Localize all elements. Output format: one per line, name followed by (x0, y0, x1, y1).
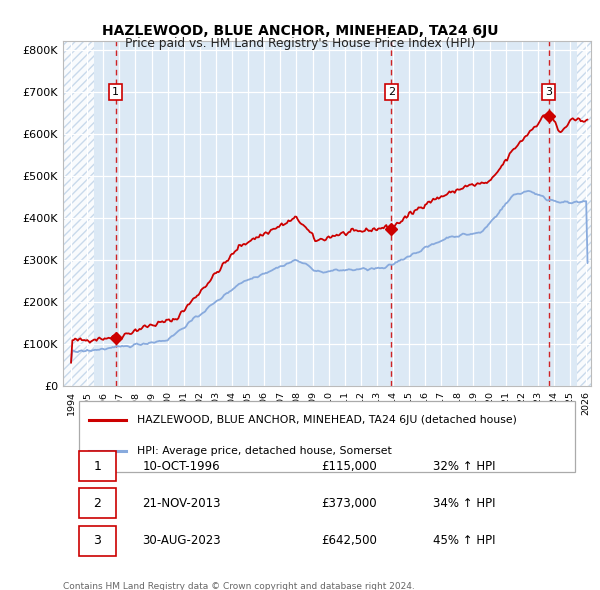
Text: 32% ↑ HPI: 32% ↑ HPI (433, 460, 495, 473)
Text: 2: 2 (94, 497, 101, 510)
Text: £642,500: £642,500 (322, 534, 377, 547)
Text: £115,000: £115,000 (322, 460, 377, 473)
Text: 3: 3 (94, 534, 101, 547)
Text: 1: 1 (94, 460, 101, 473)
FancyBboxPatch shape (79, 489, 116, 518)
Text: 45% ↑ HPI: 45% ↑ HPI (433, 534, 495, 547)
Text: 21-NOV-2013: 21-NOV-2013 (142, 497, 221, 510)
Text: HPI: Average price, detached house, Somerset: HPI: Average price, detached house, Some… (137, 446, 392, 456)
Text: HAZLEWOOD, BLUE ANCHOR, MINEHEAD, TA24 6JU (detached house): HAZLEWOOD, BLUE ANCHOR, MINEHEAD, TA24 6… (137, 415, 517, 425)
Text: £373,000: £373,000 (322, 497, 377, 510)
Text: 10-OCT-1996: 10-OCT-1996 (142, 460, 220, 473)
Text: 30-AUG-2023: 30-AUG-2023 (142, 534, 221, 547)
FancyBboxPatch shape (79, 526, 116, 556)
FancyBboxPatch shape (79, 401, 575, 471)
Text: Price paid vs. HM Land Registry's House Price Index (HPI): Price paid vs. HM Land Registry's House … (125, 37, 475, 50)
Text: Contains HM Land Registry data © Crown copyright and database right 2024.: Contains HM Land Registry data © Crown c… (63, 582, 415, 590)
Text: 34% ↑ HPI: 34% ↑ HPI (433, 497, 495, 510)
Text: 3: 3 (545, 87, 552, 97)
Text: HAZLEWOOD, BLUE ANCHOR, MINEHEAD, TA24 6JU: HAZLEWOOD, BLUE ANCHOR, MINEHEAD, TA24 6… (102, 24, 498, 38)
Text: 1: 1 (112, 87, 119, 97)
Text: 2: 2 (388, 87, 395, 97)
FancyBboxPatch shape (79, 451, 116, 481)
